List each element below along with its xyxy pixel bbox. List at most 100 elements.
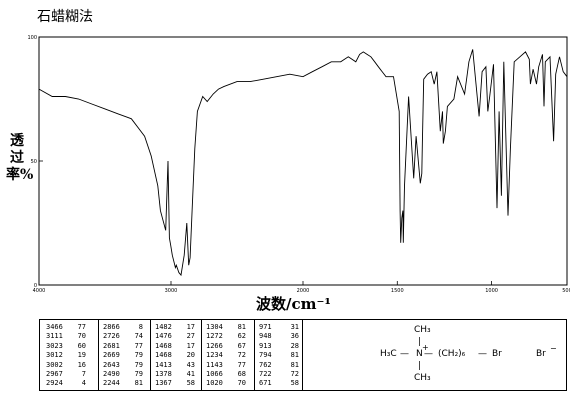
peak-wavenumber: 1367 bbox=[155, 379, 172, 388]
peak-table-column: 1482 17 1476 27 1468 17 1468 20 1413 43 1378 41 1367… bbox=[155, 323, 195, 389]
peak-wavenumber: 2967 bbox=[46, 370, 63, 379]
x-tick-label: 4000 bbox=[33, 288, 46, 294]
peak-wavenumber: 971 bbox=[259, 323, 272, 331]
peak-wavenumber: 722 bbox=[259, 370, 272, 379]
peak-transmittance: 68 bbox=[237, 370, 246, 379]
peak-table-row: 913 28 bbox=[259, 342, 299, 351]
peak-table-row: 3002 16 bbox=[46, 361, 86, 370]
peak-transmittance: 19 bbox=[77, 351, 86, 360]
peak-wavenumber: 1020 bbox=[206, 379, 223, 388]
peak-table-row: 2244 81 bbox=[103, 379, 143, 388]
peak-wavenumber: 1143 bbox=[206, 360, 223, 369]
peak-table-row: 2866 8 bbox=[103, 323, 143, 332]
peak-table-row: 2643 79 bbox=[103, 361, 143, 370]
peak-wavenumber: 794 bbox=[259, 351, 272, 360]
peak-wavenumber: 1482 bbox=[155, 323, 172, 331]
peak-transmittance: 67 bbox=[237, 341, 246, 350]
structure-minus-charge: − bbox=[550, 344, 557, 353]
peak-transmittance: 36 bbox=[290, 332, 299, 341]
y-axis-label: 透过率% bbox=[6, 133, 34, 183]
structure-bond-right: — bbox=[424, 349, 433, 359]
peak-transmittance: 17 bbox=[186, 323, 195, 331]
peak-transmittance: 74 bbox=[134, 332, 143, 341]
peak-table-row: 1367 58 bbox=[155, 379, 195, 388]
peak-wavenumber: 1234 bbox=[206, 351, 223, 360]
peak-transmittance: 77 bbox=[134, 341, 143, 350]
peak-table-row: 1304 81 bbox=[206, 323, 246, 332]
peak-transmittance: 72 bbox=[290, 370, 299, 379]
peak-transmittance: 4 bbox=[81, 379, 86, 388]
peak-wavenumber: 2643 bbox=[103, 360, 120, 369]
x-axis-label: 波数/cm⁻¹ bbox=[256, 295, 331, 313]
structure-bond-top: | bbox=[418, 337, 422, 347]
structure-bond-left: — bbox=[400, 349, 409, 359]
peak-table-column: 2866 8 2726 74 2681 77 2669 79 2643 79 2490 79 2244 8… bbox=[103, 323, 143, 389]
peak-transmittance: 70 bbox=[237, 379, 246, 388]
peak-wavenumber: 1476 bbox=[155, 332, 172, 341]
peak-table-column: 3466 77 3111 70 3023 60 3012 19 3002 16 2967 7 2924 4 bbox=[46, 323, 86, 389]
peak-table-row: 1413 43 bbox=[155, 361, 195, 370]
peak-transmittance: 79 bbox=[134, 360, 143, 369]
peak-transmittance: 62 bbox=[237, 332, 246, 341]
peak-transmittance: 60 bbox=[77, 341, 86, 350]
structure-counterion: Br bbox=[536, 349, 546, 359]
structure-left-methyl: H₃C bbox=[380, 349, 397, 359]
peak-wavenumber: 948 bbox=[259, 332, 272, 341]
peak-wavenumber: 2244 bbox=[103, 379, 120, 388]
peak-table-divider bbox=[98, 320, 99, 390]
peak-transmittance: 81 bbox=[290, 360, 299, 369]
peak-transmittance: 16 bbox=[77, 360, 86, 369]
structure-bond-bottom: | bbox=[418, 361, 422, 371]
peak-wavenumber: 1304 bbox=[206, 323, 223, 331]
peak-wavenumber: 671 bbox=[259, 379, 272, 388]
peak-wavenumber: 1413 bbox=[155, 360, 172, 369]
peak-table-row: 1482 17 bbox=[155, 323, 195, 332]
peak-wavenumber: 3466 bbox=[46, 323, 63, 331]
peak-transmittance: 8 bbox=[138, 323, 143, 331]
chemical-structure: CH₃ | H₃C — N + — (CH₂)₆ — Br | CH₃ Br − bbox=[340, 320, 568, 390]
peak-transmittance: 17 bbox=[186, 341, 195, 350]
peak-transmittance: 58 bbox=[186, 379, 195, 388]
peak-table-divider bbox=[254, 320, 255, 390]
peak-table-row: 1066 68 bbox=[206, 370, 246, 379]
y-axis-ticks: 100 50 0 bbox=[27, 35, 43, 289]
chart-title: 石蜡糊法 bbox=[37, 9, 93, 25]
peak-transmittance: 81 bbox=[237, 323, 246, 331]
peak-wavenumber: 1266 bbox=[206, 341, 223, 350]
peak-wavenumber: 2726 bbox=[103, 332, 120, 341]
structure-top-methyl: CH₃ bbox=[414, 325, 431, 335]
peak-table-row: 3466 77 bbox=[46, 323, 86, 332]
peak-wavenumber: 1378 bbox=[155, 370, 172, 379]
peak-table-row: 3023 60 bbox=[46, 342, 86, 351]
peak-transmittance: 79 bbox=[134, 370, 143, 379]
peak-table-divider bbox=[302, 320, 303, 390]
peak-transmittance: 27 bbox=[186, 332, 195, 341]
x-tick-label: 1500 bbox=[391, 288, 404, 294]
peak-table-row: 1476 27 bbox=[155, 332, 195, 341]
peak-table-row: 2726 74 bbox=[103, 332, 143, 341]
peak-transmittance: 28 bbox=[290, 341, 299, 350]
structure-bond-br: — bbox=[478, 349, 487, 359]
peak-table-row: 948 36 bbox=[259, 332, 299, 341]
peak-wavenumber: 3002 bbox=[46, 360, 63, 369]
peak-transmittance: 81 bbox=[134, 379, 143, 388]
peak-table-row: 3012 19 bbox=[46, 351, 86, 360]
spectrum-line bbox=[38, 49, 568, 277]
peak-table-row: 2681 77 bbox=[103, 342, 143, 351]
peak-transmittance: 77 bbox=[77, 323, 86, 331]
x-tick-label: 3000 bbox=[165, 288, 178, 294]
peak-wavenumber: 1468 bbox=[155, 351, 172, 360]
x-tick-label: 2000 bbox=[297, 288, 310, 294]
peak-transmittance: 31 bbox=[290, 323, 299, 331]
peak-transmittance: 41 bbox=[186, 370, 195, 379]
peak-table: 3466 77 3111 70 3023 60 3012 19 3002 16 2967 7 2924 4… bbox=[39, 319, 567, 391]
peak-wavenumber: 1468 bbox=[155, 341, 172, 350]
y-tick-label: 0 bbox=[34, 283, 37, 289]
peak-table-divider bbox=[150, 320, 151, 390]
peak-table-row: 762 81 bbox=[259, 361, 299, 370]
peak-transmittance: 79 bbox=[134, 351, 143, 360]
peak-transmittance: 72 bbox=[237, 351, 246, 360]
peak-table-row: 2924 4 bbox=[46, 379, 86, 388]
peak-table-row: 2967 7 bbox=[46, 370, 86, 379]
